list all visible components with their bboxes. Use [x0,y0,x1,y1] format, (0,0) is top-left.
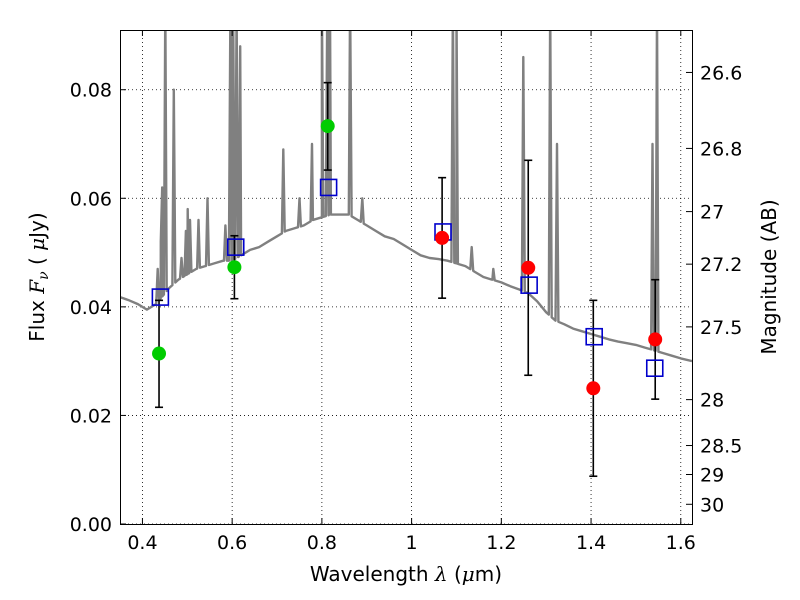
x-axis-label-unit-mu: μ [462,562,475,586]
y2-tick-label: 28 [700,390,724,412]
y2-tick-label: 27 [700,202,724,224]
model-photometry-square [585,327,603,346]
plot-frame [120,30,693,525]
x-axis-label: Wavelength λ (μm) [310,562,502,586]
x-tick-label: 1.6 [666,532,696,554]
observed-photometry-point [435,230,450,245]
model-spectrum-line [120,30,692,363]
y-tick-label: 0.00 [70,514,112,536]
x-tick-label: 1.2 [486,532,516,554]
y2-axis-label: Magnitude (AB) [757,199,781,354]
x-axis-label-unit-close: m) [475,562,502,586]
y2-tick-label: 27.5 [700,317,742,339]
model-photometry-square [645,359,664,378]
y-axis-label-subscript: ν [36,271,52,280]
y-tick-label: 0.02 [70,405,112,427]
observed-photometry-point [521,260,536,275]
y-axis-label-unit-open: ( [25,257,49,265]
x-tick-label: 1 [406,532,418,554]
observed-photometry-point [586,381,601,396]
x-axis-label-text: Wavelength [310,562,429,586]
y2-tick-label: 26.8 [700,138,742,160]
observed-photometry-point [227,260,242,275]
y-axis-label: Flux Fν ( μJy) [25,212,52,341]
y-tick-label: 0.08 [70,80,112,102]
observed-photometry-point [648,332,663,347]
y-axis-label-text: Flux [25,300,49,342]
x-tick-label: 0.8 [307,532,337,554]
y2-tick-label: 30 [700,494,724,516]
x-tick-label: 0.4 [127,532,157,554]
x-axis-label-unit-open: ( [448,562,462,586]
y-tick-label: 0.04 [70,297,112,319]
model-photometry-square [319,178,338,197]
tick-layer: 0.4 0.6 0.8 1 1.2 1.4 1.6 0.00 0.02 0.04 0.06 0.08 2… [70,30,742,554]
x-tick-label: 1.4 [576,532,606,554]
y-axis-label-unit-close: Jy) [25,212,49,240]
plot-layer [120,30,692,478]
y2-tick-label: 29 [700,464,724,486]
model-photometry-square [520,276,538,294]
y2-tick-label: 26.6 [700,62,742,84]
x-axis-label-symbol: λ [434,562,448,586]
y-axis-label-symbol: F [25,279,49,295]
observed-photometry-point [152,346,167,361]
y-axis-label-unit-mu: μ [25,238,49,251]
y2-tick-label: 27.2 [700,254,742,276]
model-photometry-square [151,288,170,306]
y-tick-label: 0.06 [70,188,112,210]
grid-layer [120,30,692,525]
x-tick-label: 0.6 [217,532,247,554]
y2-tick-label: 28.5 [700,436,742,458]
observed-photometry-point [320,119,335,134]
model-photometry-square [226,238,245,256]
